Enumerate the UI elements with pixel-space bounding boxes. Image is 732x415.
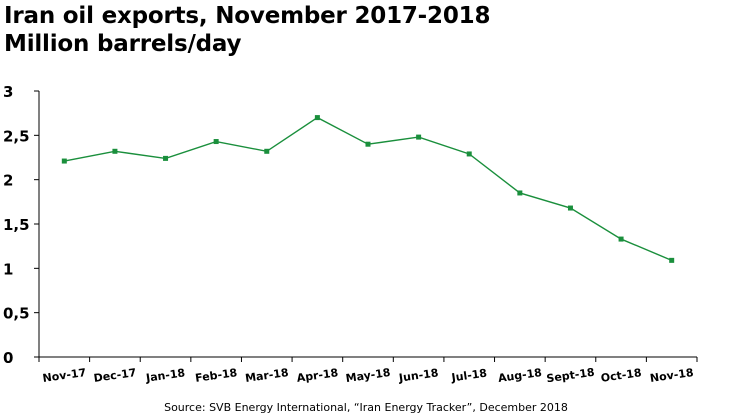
data-point [264, 148, 270, 154]
data-point [61, 158, 67, 164]
y-tick-label: 0 [3, 349, 13, 367]
data-point [112, 148, 118, 154]
x-tick-label: Apr-18 [296, 366, 339, 385]
x-tick-label: Nov-18 [649, 366, 694, 385]
x-tick-label: Feb-18 [194, 366, 238, 385]
x-tick-label: Jul-18 [450, 367, 488, 385]
x-tick-label: Aug-18 [497, 366, 542, 385]
data-point [314, 115, 320, 121]
data-point [365, 141, 371, 147]
x-tick-label: Sept-18 [546, 366, 596, 386]
y-tick-label: 1,5 [3, 216, 30, 234]
x-tick-label: Oct-18 [600, 366, 642, 385]
data-point [669, 257, 675, 263]
series-line [64, 116, 672, 261]
chart-subtitle: Million barrels/day [4, 31, 242, 57]
y-tick-label: 2 [3, 172, 13, 190]
data-point [567, 205, 573, 211]
data-point [517, 190, 523, 196]
data-point [618, 236, 624, 242]
x-tick-label: Dec-17 [93, 366, 137, 385]
y-tick-label: 2,5 [3, 127, 30, 145]
y-tick-label: 0,5 [3, 305, 30, 323]
y-tick-label: 1 [3, 260, 13, 278]
x-tick-label: Jun-18 [397, 366, 439, 385]
data-point [213, 139, 219, 145]
chart-title: Iran oil exports, November 2017-2018 [4, 3, 491, 29]
source-note: Source: SVB Energy International, “Iran … [164, 401, 568, 414]
x-tick-label: Jan-18 [144, 366, 186, 384]
y-tick-label: 3 [3, 83, 13, 101]
x-tick-label: Mar-18 [244, 366, 289, 385]
chart-title-block: Iran oil exports, November 2017-2018 Mil… [4, 2, 490, 58]
x-tick-label: Nov-17 [42, 366, 87, 385]
data-point [466, 151, 472, 157]
x-tick-label: May-18 [345, 366, 391, 385]
data-point [163, 155, 169, 161]
data-point [416, 134, 422, 140]
